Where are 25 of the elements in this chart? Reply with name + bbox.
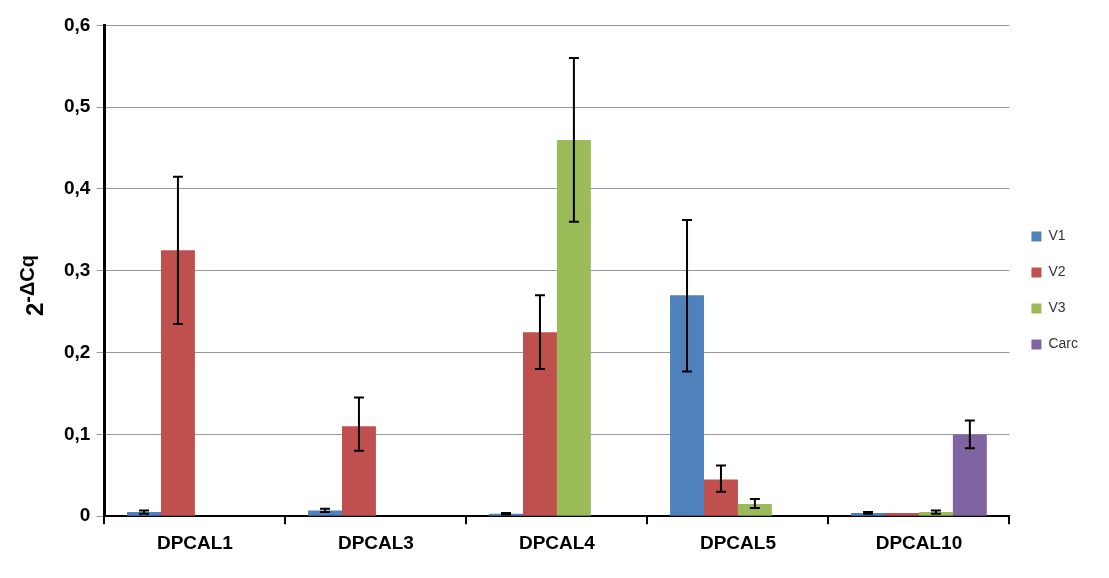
- bar: [952, 434, 987, 516]
- x-tick-label: DPCAL4: [518, 531, 596, 553]
- legend-label: V2: [1048, 263, 1066, 280]
- bar: [885, 512, 919, 516]
- bar: [737, 503, 772, 516]
- bar: [703, 479, 738, 516]
- y-tick-label: 0,2: [63, 340, 91, 362]
- bar: [522, 332, 557, 516]
- x-tick-label: DPCAL3: [337, 531, 414, 553]
- x-tick-label: DPCAL10: [875, 531, 963, 553]
- bar: [341, 426, 376, 516]
- bar: [556, 139, 591, 516]
- x-tick-label: DPCAL1: [156, 531, 234, 553]
- y-tick-label: 0,1: [63, 422, 91, 444]
- bar: [670, 295, 704, 516]
- y-tick-label: 0,6: [63, 13, 91, 35]
- y-tick-label: 0,3: [63, 259, 91, 281]
- y-tick-label: 0,4: [63, 177, 91, 199]
- legend-label: Carc: [1048, 335, 1078, 352]
- bar: [160, 250, 195, 516]
- x-tick-label: DPCAL5: [699, 531, 777, 553]
- y-tick-label: 0,5: [63, 95, 91, 117]
- y-tick-label: 0: [79, 504, 91, 526]
- legend-label: V3: [1048, 299, 1066, 316]
- legend-label: V1: [1048, 227, 1066, 244]
